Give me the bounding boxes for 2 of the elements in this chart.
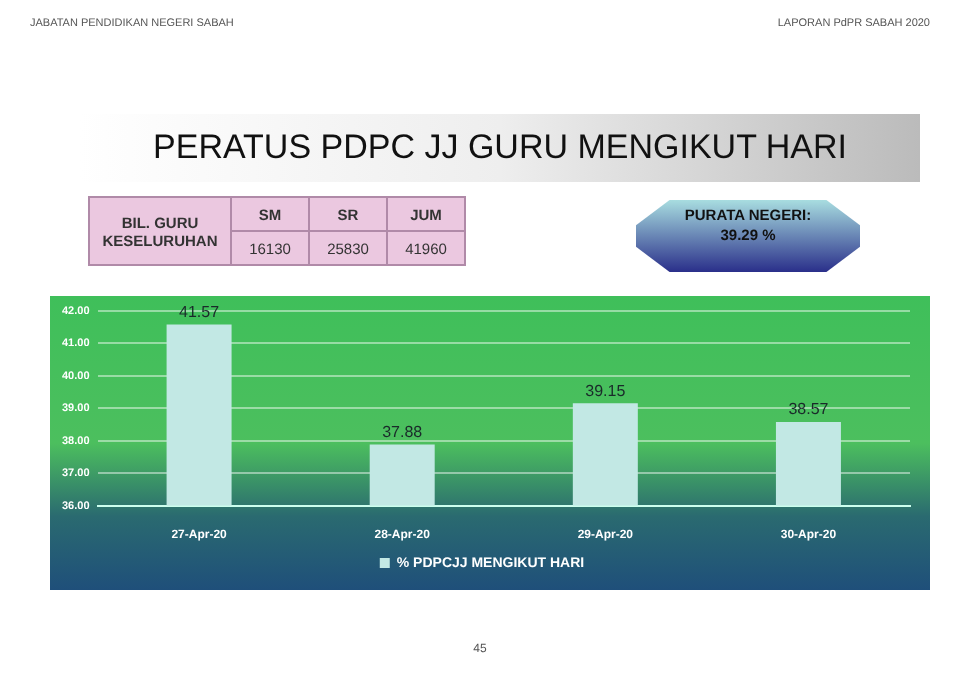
data-label: 39.15 [585,381,627,400]
data-label: 37.88 [382,422,424,441]
